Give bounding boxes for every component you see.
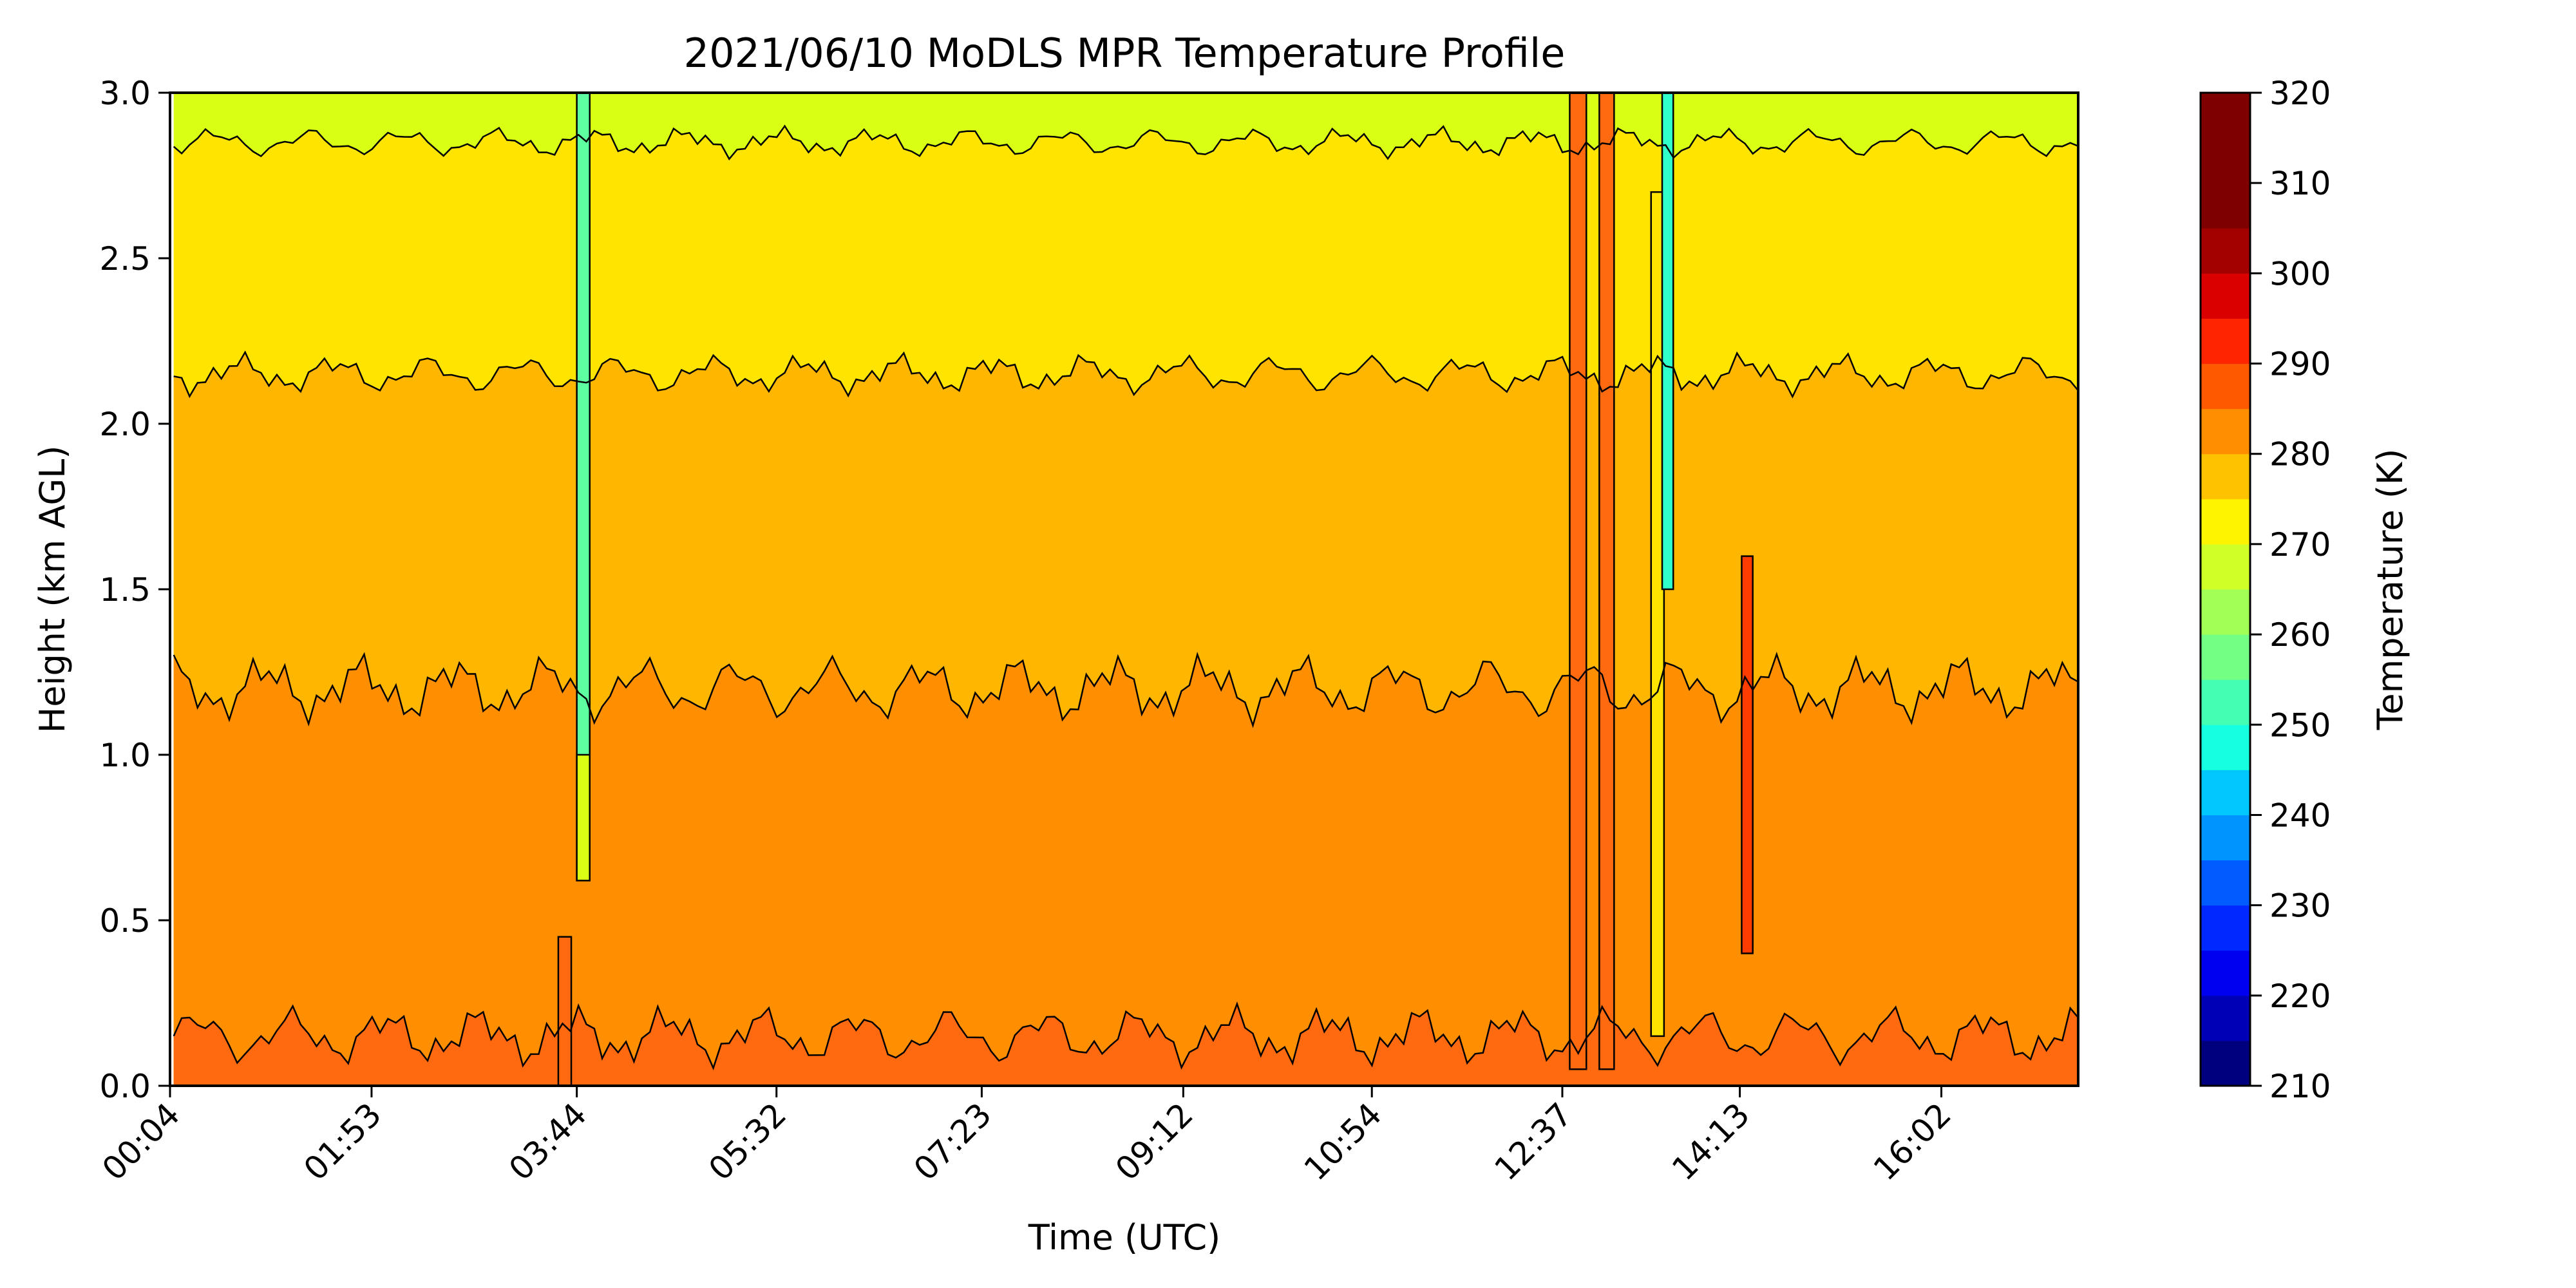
temperature-bands: [173, 93, 2078, 1086]
x-tick-label: 03:44: [502, 1095, 594, 1188]
y-tick-label: 0.0: [99, 1068, 151, 1105]
colorbar: 210 220 230 240 250 260 270 280 290 300 310 320: [2199, 75, 2331, 1105]
anomaly-column-4: [1598, 93, 1615, 1070]
colorbar-segment: [2201, 995, 2250, 1041]
colorbar-segment: [2201, 860, 2250, 906]
y-tick-label: 1.0: [99, 737, 151, 774]
contour-plot-area: [170, 93, 2078, 1086]
x-tick-label: 00:04: [95, 1095, 187, 1188]
contour-line-0: [173, 1001, 2078, 1071]
colorbar-segment: [2201, 950, 2250, 996]
y-tick-label: 3.0: [99, 75, 151, 112]
y-tick-label: 0.5: [99, 902, 151, 940]
colorbar-segment: [2201, 453, 2250, 500]
colorbar-segment: [2201, 183, 2250, 229]
colorbar-segment: [2201, 634, 2250, 680]
anomaly-column-7: [1741, 555, 1754, 954]
colorbar-segment: [2201, 544, 2250, 590]
anomaly-column-0: [557, 936, 573, 1086]
colorbar-tick-label: 290: [2269, 346, 2331, 383]
colorbar-segment: [2201, 93, 2250, 138]
colorbar-segment: [2201, 1040, 2250, 1086]
colorbar-segment: [2201, 318, 2250, 365]
temperature-anomalies: [557, 93, 1754, 1086]
colorbar-segment: [2201, 138, 2250, 184]
y-tick-label: 2.0: [99, 406, 151, 443]
colorbar-segment: [2201, 770, 2250, 815]
colorbar-tick-label: 280: [2269, 436, 2331, 473]
colorbar-segment: [2201, 408, 2250, 455]
contour-line-2: [173, 350, 2078, 399]
anomaly-column-5: [1650, 191, 1665, 1037]
colorbar-tick-label: 320: [2269, 75, 2331, 112]
colorbar-segment: [2201, 363, 2250, 410]
colorbar-tick-label: 300: [2269, 255, 2331, 292]
colorbar-segment: [2201, 589, 2250, 635]
contour-line-1: [173, 651, 2078, 728]
chart-title: 2021/06/10 MoDLS MPR Temperature Profile: [684, 30, 1566, 77]
colorbar-segment: [2201, 815, 2250, 861]
colorbar-label: Temperature (K): [2370, 449, 2410, 731]
colorbar-segment: [2201, 905, 2250, 951]
x-axis-label: Time (UTC): [1028, 1217, 1221, 1258]
x-tick-label: 05:32: [701, 1095, 793, 1188]
colorbar-tick-label: 240: [2269, 797, 2331, 834]
x-tick-label: 14:13: [1665, 1095, 1757, 1188]
x-tick-label: 01:53: [297, 1095, 389, 1188]
contour-line-3: [173, 124, 2078, 161]
anomaly-column-2: [576, 753, 591, 882]
colorbar-frame: [2199, 91, 2251, 1087]
colorbar-tick-label: 310: [2269, 165, 2331, 202]
x-tick-label: 16:02: [1866, 1095, 1958, 1188]
y-tick-label: 1.5: [99, 571, 151, 609]
anomaly-column-6: [1661, 93, 1674, 591]
colorbar-tick-label: 270: [2269, 526, 2331, 564]
colorbar-tick-label: 260: [2269, 616, 2331, 654]
colorbar-tick-label: 250: [2269, 706, 2331, 744]
x-tick-label: 09:12: [1108, 1095, 1200, 1188]
x-tick-label: 10:54: [1297, 1095, 1389, 1188]
y-axis: 0.0 0.5 1.0 1.5 2.0 2.5 3.0: [99, 75, 170, 1105]
x-axis: 00:04 01:53 03:44 05:32 07:23 09:12 10:54 12:37…: [95, 1086, 1958, 1188]
y-tick-label: 2.5: [99, 240, 151, 278]
contour-lines: [173, 124, 2078, 1071]
colorbar-segment: [2201, 228, 2250, 274]
x-tick-label: 07:23: [907, 1095, 999, 1188]
colorbar-tick-label: 230: [2269, 887, 2331, 925]
colorbar-tick-label: 220: [2269, 978, 2331, 1015]
colorbar-tick-label: 210: [2269, 1068, 2331, 1105]
colorbar-segment: [2201, 679, 2250, 725]
anomaly-column-3: [1569, 93, 1587, 1070]
y-axis-label: Height (km AGL): [32, 446, 73, 734]
x-tick-label: 12:37: [1488, 1095, 1580, 1188]
colorbar-segment: [2201, 273, 2250, 319]
colorbar-segment: [2201, 498, 2250, 545]
colorbar-segment: [2201, 724, 2250, 770]
